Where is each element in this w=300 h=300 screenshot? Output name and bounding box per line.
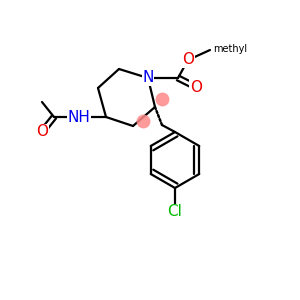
Text: O: O — [36, 124, 48, 140]
Text: O: O — [182, 52, 194, 68]
Text: Cl: Cl — [168, 205, 182, 220]
Text: O: O — [190, 80, 202, 94]
Text: methyl: methyl — [213, 44, 247, 54]
Text: NH: NH — [68, 110, 90, 124]
Text: N: N — [142, 70, 154, 86]
